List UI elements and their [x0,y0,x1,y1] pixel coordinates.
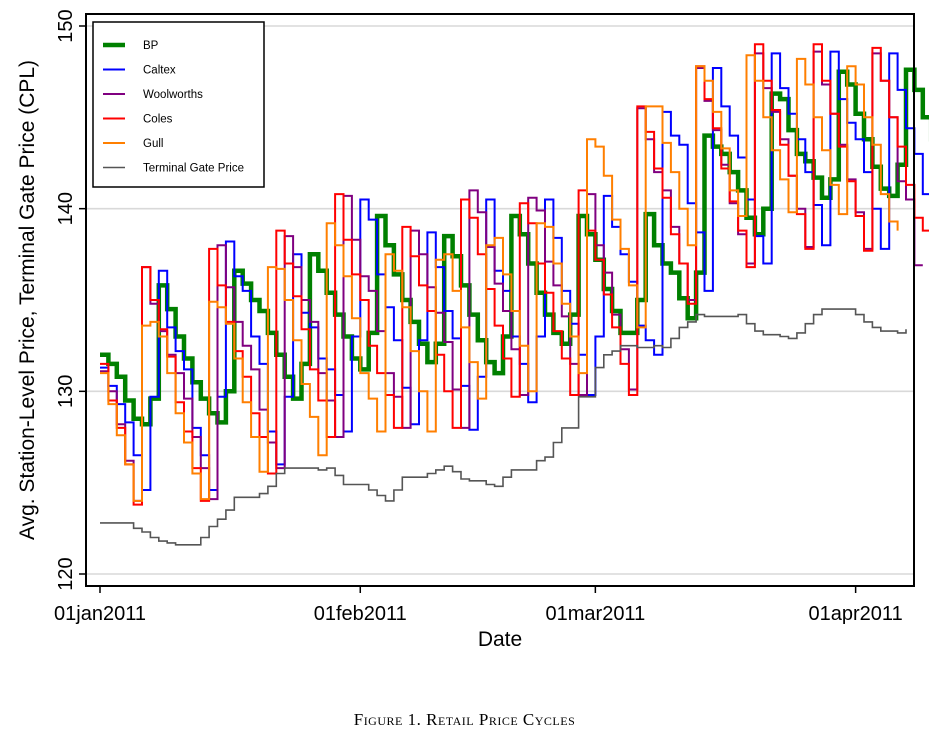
y-tick-label: 130 [55,375,77,408]
x-tick-label: 01apr2011 [809,603,903,625]
series-lines [100,43,929,546]
x-axis-title: Date [478,628,522,651]
x-tick-label: 01mar2011 [546,603,646,625]
legend-label-terminal-gate-price: Terminal Gate Price [143,163,244,175]
legend-label-coles: Coles [143,114,173,126]
legend-label-caltex: Caltex [143,65,176,77]
series-line-gull [100,54,899,502]
y-tick-label: 140 [55,192,77,225]
axes: 120 130 140 150 01jan2011 01feb2011 01mar2011 0… [54,9,903,625]
legend-label-bp: BP [143,40,159,52]
plot-frame [85,13,915,587]
x-tick-label: 01jan2011 [54,603,146,625]
legend: BP Caltex Woolworths Coles Gull Terminal Gate… [92,21,265,188]
x-tick-label: 01feb2011 [314,603,407,625]
y-tick-label: 150 [55,9,77,42]
legend-label-gull: Gull [143,138,163,150]
figure-caption: Figure 1. Retail Price Cycles [353,710,576,729]
y-axis-title: Avg. Station-Level Price, Terminal Gate … [16,60,39,540]
legend-label-woolworths: Woolworths [143,89,203,101]
series-line-terminal-gate-price [100,308,907,546]
y-tick-label: 120 [55,557,77,590]
series-line-woolworths [100,50,923,502]
legend-box [92,21,265,188]
